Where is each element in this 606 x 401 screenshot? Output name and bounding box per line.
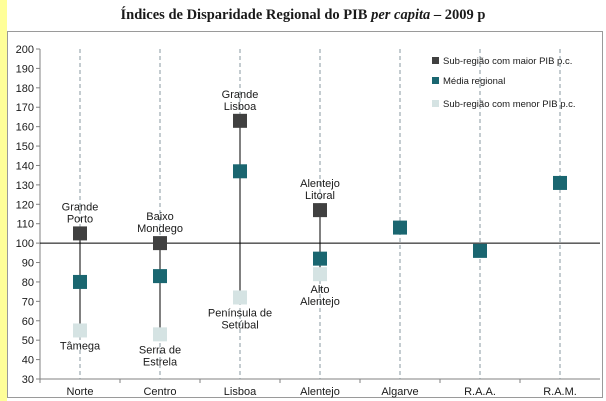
y-tick-label: 40 bbox=[22, 355, 34, 367]
point-mean bbox=[233, 164, 247, 179]
annotation-line: Serra de bbox=[139, 344, 181, 356]
y-tick-label: 150 bbox=[16, 141, 34, 153]
point-mean bbox=[473, 243, 487, 258]
y-tick-group: 30 40 50 60 70 80 90 100 110 120 130 140 150 160 170 18… bbox=[16, 44, 40, 386]
y-tick-label: 130 bbox=[16, 180, 34, 192]
y-tick-label: 30 bbox=[22, 374, 34, 386]
annotation-line: Tâmega bbox=[60, 340, 101, 352]
y-tick-label: 110 bbox=[16, 219, 34, 231]
x-tick-label: R.A.A. bbox=[464, 386, 496, 398]
y-tick-label: 200 bbox=[16, 44, 34, 56]
legend-label-min: Sub-região com menor PIB p.c. bbox=[443, 99, 576, 110]
legend-label-mean: Média regional bbox=[443, 76, 505, 87]
y-tick-label: 140 bbox=[16, 160, 34, 172]
point-min bbox=[153, 327, 167, 342]
left-accent-strip bbox=[0, 0, 7, 401]
chart-title-emphasis: per capita bbox=[371, 7, 431, 23]
point-min bbox=[73, 323, 87, 338]
annotation-line: Litoral bbox=[305, 190, 335, 202]
y-tick-label: 100 bbox=[16, 238, 34, 250]
legend-swatch-min bbox=[432, 100, 439, 107]
annotation-line: Península de bbox=[208, 307, 272, 319]
point-mean bbox=[73, 274, 87, 289]
chart-title-main: Índices de Disparidade Regional do PIB bbox=[120, 7, 372, 23]
point-mean bbox=[393, 220, 407, 235]
chart-title: Índices de Disparidade Regional do PIB p… bbox=[0, 7, 606, 24]
x-tick-label: R.A.M. bbox=[543, 386, 577, 398]
chart-title-year: – 2009 p bbox=[430, 7, 486, 23]
point-mean bbox=[553, 175, 567, 190]
annotation-line: Lisboa bbox=[224, 101, 257, 113]
annotation-line: Grande bbox=[222, 89, 259, 101]
x-tick-label: Norte bbox=[67, 386, 94, 398]
annotation-line: Alto bbox=[311, 284, 330, 296]
y-tick-label: 120 bbox=[16, 199, 34, 211]
y-tick-label: 160 bbox=[16, 122, 34, 134]
legend-swatch-max bbox=[432, 57, 439, 64]
annotation-line: Baixo bbox=[146, 211, 174, 223]
point-max bbox=[313, 203, 327, 218]
y-tick-label: 90 bbox=[22, 258, 34, 270]
point-min bbox=[233, 290, 247, 305]
y-tick-label: 190 bbox=[16, 63, 34, 75]
point-mean bbox=[153, 269, 167, 284]
annotation-line: Mondego bbox=[137, 223, 183, 235]
x-tick-label: Centro bbox=[143, 386, 176, 398]
x-tick-label: Algarve bbox=[381, 386, 418, 398]
x-tick-label: Alentejo bbox=[300, 386, 340, 398]
annotation-line: Alentejo bbox=[300, 178, 340, 190]
y-tick-label: 170 bbox=[16, 102, 34, 114]
y-tick-label: 60 bbox=[22, 316, 34, 328]
plot-frame bbox=[7, 31, 603, 398]
point-max bbox=[233, 113, 247, 128]
annotation-label: Tâmega bbox=[60, 340, 101, 352]
annotation-line: Setúbal bbox=[221, 319, 258, 331]
legend: Sub-região com maior PIB p.c. Média regio… bbox=[432, 56, 576, 110]
point-min bbox=[313, 267, 327, 282]
legend-label-max: Sub-região com maior PIB p.c. bbox=[443, 56, 572, 67]
point-max bbox=[153, 236, 167, 251]
annotation-line: Estrela bbox=[143, 356, 178, 368]
y-tick-label: 70 bbox=[22, 296, 34, 308]
annotation-line: Grande bbox=[62, 201, 99, 213]
legend-swatch-mean bbox=[432, 77, 439, 84]
y-tick-label: 180 bbox=[16, 83, 34, 95]
annotation-line: Alentejo bbox=[300, 296, 340, 308]
x-tick-label: Lisboa bbox=[224, 386, 257, 398]
y-tick-label: 80 bbox=[22, 277, 34, 289]
point-mean bbox=[313, 251, 327, 266]
point-max bbox=[73, 226, 87, 241]
annotation-line: Porto bbox=[67, 213, 93, 225]
y-tick-label: 50 bbox=[22, 335, 34, 347]
